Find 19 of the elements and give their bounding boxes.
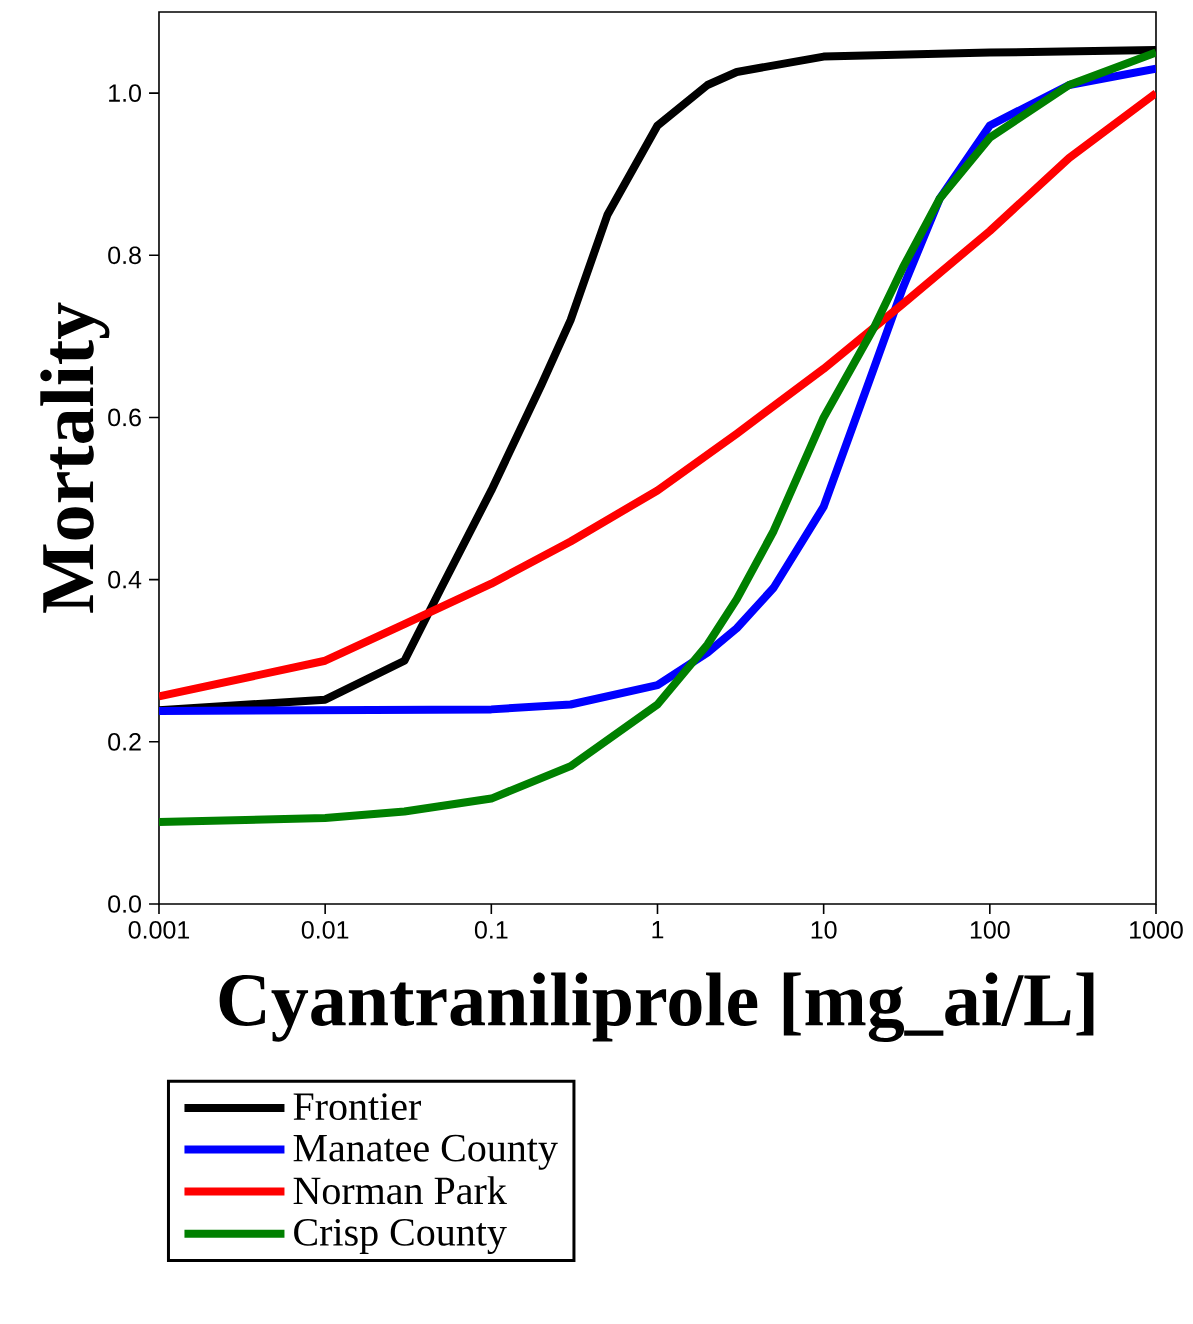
legend-label: Crisp County	[294, 1218, 507, 1255]
x-tick-label: 100	[970, 921, 1010, 939]
legend-label: Norman Park	[293, 1176, 507, 1205]
y-tick-label: 0.4	[108, 570, 142, 589]
x-tick-label: 0.1	[474, 921, 508, 939]
y-tick-label: 0.8	[108, 246, 141, 265]
legend-label: Manatee County	[293, 1134, 558, 1170]
x-tick-label: 1000	[1130, 921, 1183, 939]
legend-label: Frontier	[293, 1093, 421, 1121]
x-tick-label: 0.001	[128, 921, 190, 939]
x-axis-title: Cyantraniliprole [mg_ai/L]	[219, 972, 1094, 1043]
y-tick-label: 0.0	[108, 895, 141, 913]
y-tick-label: 0.6	[108, 408, 141, 427]
x-tick-label: 10	[811, 921, 837, 939]
y-tick-label: 1.0	[109, 84, 141, 102]
x-tick-label: 1	[652, 921, 664, 939]
y-axis-title: Mortality	[40, 302, 110, 613]
x-tick-label: 0.01	[301, 921, 349, 939]
y-tick-label: 0.2	[108, 732, 141, 751]
